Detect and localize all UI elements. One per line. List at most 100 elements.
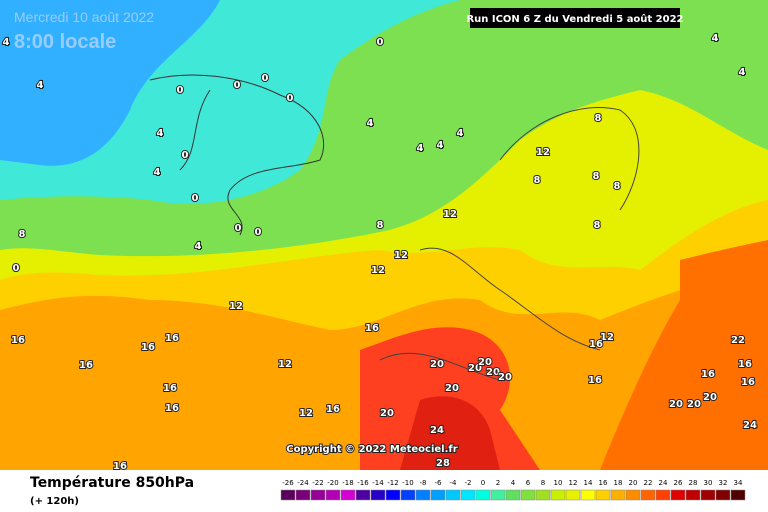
- contour-label: 24: [743, 420, 757, 431]
- color-swatch: [385, 489, 401, 501]
- color-swatch: [340, 489, 356, 501]
- color-swatch: [655, 489, 671, 501]
- scale-tick-label: 12: [569, 479, 578, 487]
- scale-tick-label: -2: [465, 479, 472, 487]
- contour-label: 20: [703, 392, 717, 403]
- color-swatch: [625, 489, 641, 501]
- color-swatch: [295, 489, 311, 501]
- scale-tick-label: -16: [357, 479, 369, 487]
- contour-label: 20: [486, 367, 500, 378]
- contour-label: 12: [229, 301, 243, 312]
- contour-label: 4: [417, 143, 424, 154]
- contour-label: 16: [79, 360, 93, 371]
- color-swatch: [700, 489, 716, 501]
- color-swatch: [445, 489, 461, 501]
- coastline: [379, 106, 640, 381]
- contour-label: 0: [13, 263, 20, 274]
- color-swatch: [670, 489, 686, 501]
- scale-tick-label: 4: [511, 479, 516, 487]
- contour-label: 16: [113, 461, 127, 472]
- scale-tick-label: 16: [599, 479, 608, 487]
- scale-tick-label: -22: [312, 479, 323, 487]
- contour-label: 12: [443, 209, 457, 220]
- scale-tick-label: -24: [297, 479, 309, 487]
- field-dark-red: [400, 396, 500, 470]
- color-swatch: [715, 489, 731, 501]
- scale-tick-label: -4: [450, 479, 458, 487]
- scale-tick-label: -26: [282, 479, 294, 487]
- scale-tick-label: 30: [704, 479, 713, 487]
- contour-label: 12: [299, 408, 313, 419]
- contour-label: 20: [687, 399, 701, 410]
- contour-label: 8: [595, 113, 602, 124]
- contour-label: 20: [478, 357, 492, 368]
- scale-tick-label: 6: [526, 479, 531, 487]
- scale-tick-label: 8: [541, 479, 545, 487]
- color-swatch: [430, 489, 446, 501]
- color-swatch: [460, 489, 476, 501]
- contour-label: 4: [457, 128, 464, 139]
- contour-labels: 0 0 0 0 0 0 0 0 0 0 4 4 4 4 4 4 4 4 4 4 4 8 8 8 8 8 8 8 12 12 12 12 12 12…: [2, 32, 758, 473]
- contour-label: 0: [377, 37, 384, 48]
- contour-label: 8: [19, 229, 26, 240]
- contour-label: 0: [177, 85, 184, 96]
- contour-label: 12: [394, 250, 408, 261]
- contour-label: 4: [3, 37, 10, 48]
- scale-tick-label: 18: [614, 479, 623, 487]
- coastline: [149, 74, 325, 236]
- contour-label: 16: [163, 383, 177, 394]
- contour-label: 16: [589, 339, 603, 350]
- scale-tick-label: 10: [554, 479, 563, 487]
- color-swatch: [280, 489, 296, 501]
- contour-label: 0: [182, 150, 189, 161]
- legend-lead: (+ 120h): [30, 496, 79, 507]
- contour-label: 16: [365, 323, 379, 334]
- contour-label: 16: [741, 377, 755, 388]
- scale-tick-label: 32: [719, 479, 728, 487]
- contour-label: 16: [165, 333, 179, 344]
- scale-tick-label: 2: [496, 479, 500, 487]
- contour-label: 20: [445, 383, 459, 394]
- contour-label: 16: [165, 403, 179, 414]
- field-orange-red: [600, 240, 768, 470]
- color-swatch: [490, 489, 506, 501]
- contour-label: 4: [437, 140, 444, 151]
- contour-label: 16: [11, 335, 25, 346]
- contour-label: 16: [701, 369, 715, 380]
- color-swatch: [355, 489, 371, 501]
- contour-label: 4: [367, 118, 374, 129]
- color-swatch: [640, 489, 656, 501]
- contour-label: 0: [262, 73, 269, 84]
- contour-label: 4: [739, 67, 746, 78]
- contour-label: 8: [614, 181, 621, 192]
- color-swatch: [595, 489, 611, 501]
- color-swatch: [505, 489, 521, 501]
- contour-label: 12: [371, 265, 385, 276]
- contour-label: 0: [234, 80, 241, 91]
- scale-tick-label: -18: [342, 479, 353, 487]
- forecast-time: 8:00 locale: [14, 31, 116, 53]
- contour-label: 8: [377, 220, 384, 231]
- color-swatch: [580, 489, 596, 501]
- forecast-date: Mercredi 10 août 2022: [14, 9, 154, 25]
- scale-tick-label: 34: [734, 479, 743, 487]
- contour-label: 16: [738, 359, 752, 370]
- contour-label: 20: [498, 372, 512, 383]
- contour-label: 24: [430, 425, 444, 436]
- scale-tick-label: 28: [689, 479, 698, 487]
- scale-tick-label: 22: [644, 479, 653, 487]
- contour-label: 8: [594, 220, 601, 231]
- contour-label: 20: [468, 363, 482, 374]
- color-swatch: [535, 489, 551, 501]
- scale-tick-label: 14: [584, 479, 593, 487]
- contour-label: 16: [326, 404, 340, 415]
- contour-label: 4: [195, 241, 202, 252]
- contour-label: 20: [380, 408, 394, 419]
- scale-tick-label: 20: [629, 479, 638, 487]
- contour-label: 0: [287, 93, 294, 104]
- color-swatch: [310, 489, 326, 501]
- contour-label: 8: [534, 175, 541, 186]
- color-scale: -26 -24 -22 -20 -18 -16 -14 -12 -10 -8 -6 -4 -2 0 2 4 6 8…: [280, 479, 746, 501]
- contour-label: 4: [154, 167, 161, 178]
